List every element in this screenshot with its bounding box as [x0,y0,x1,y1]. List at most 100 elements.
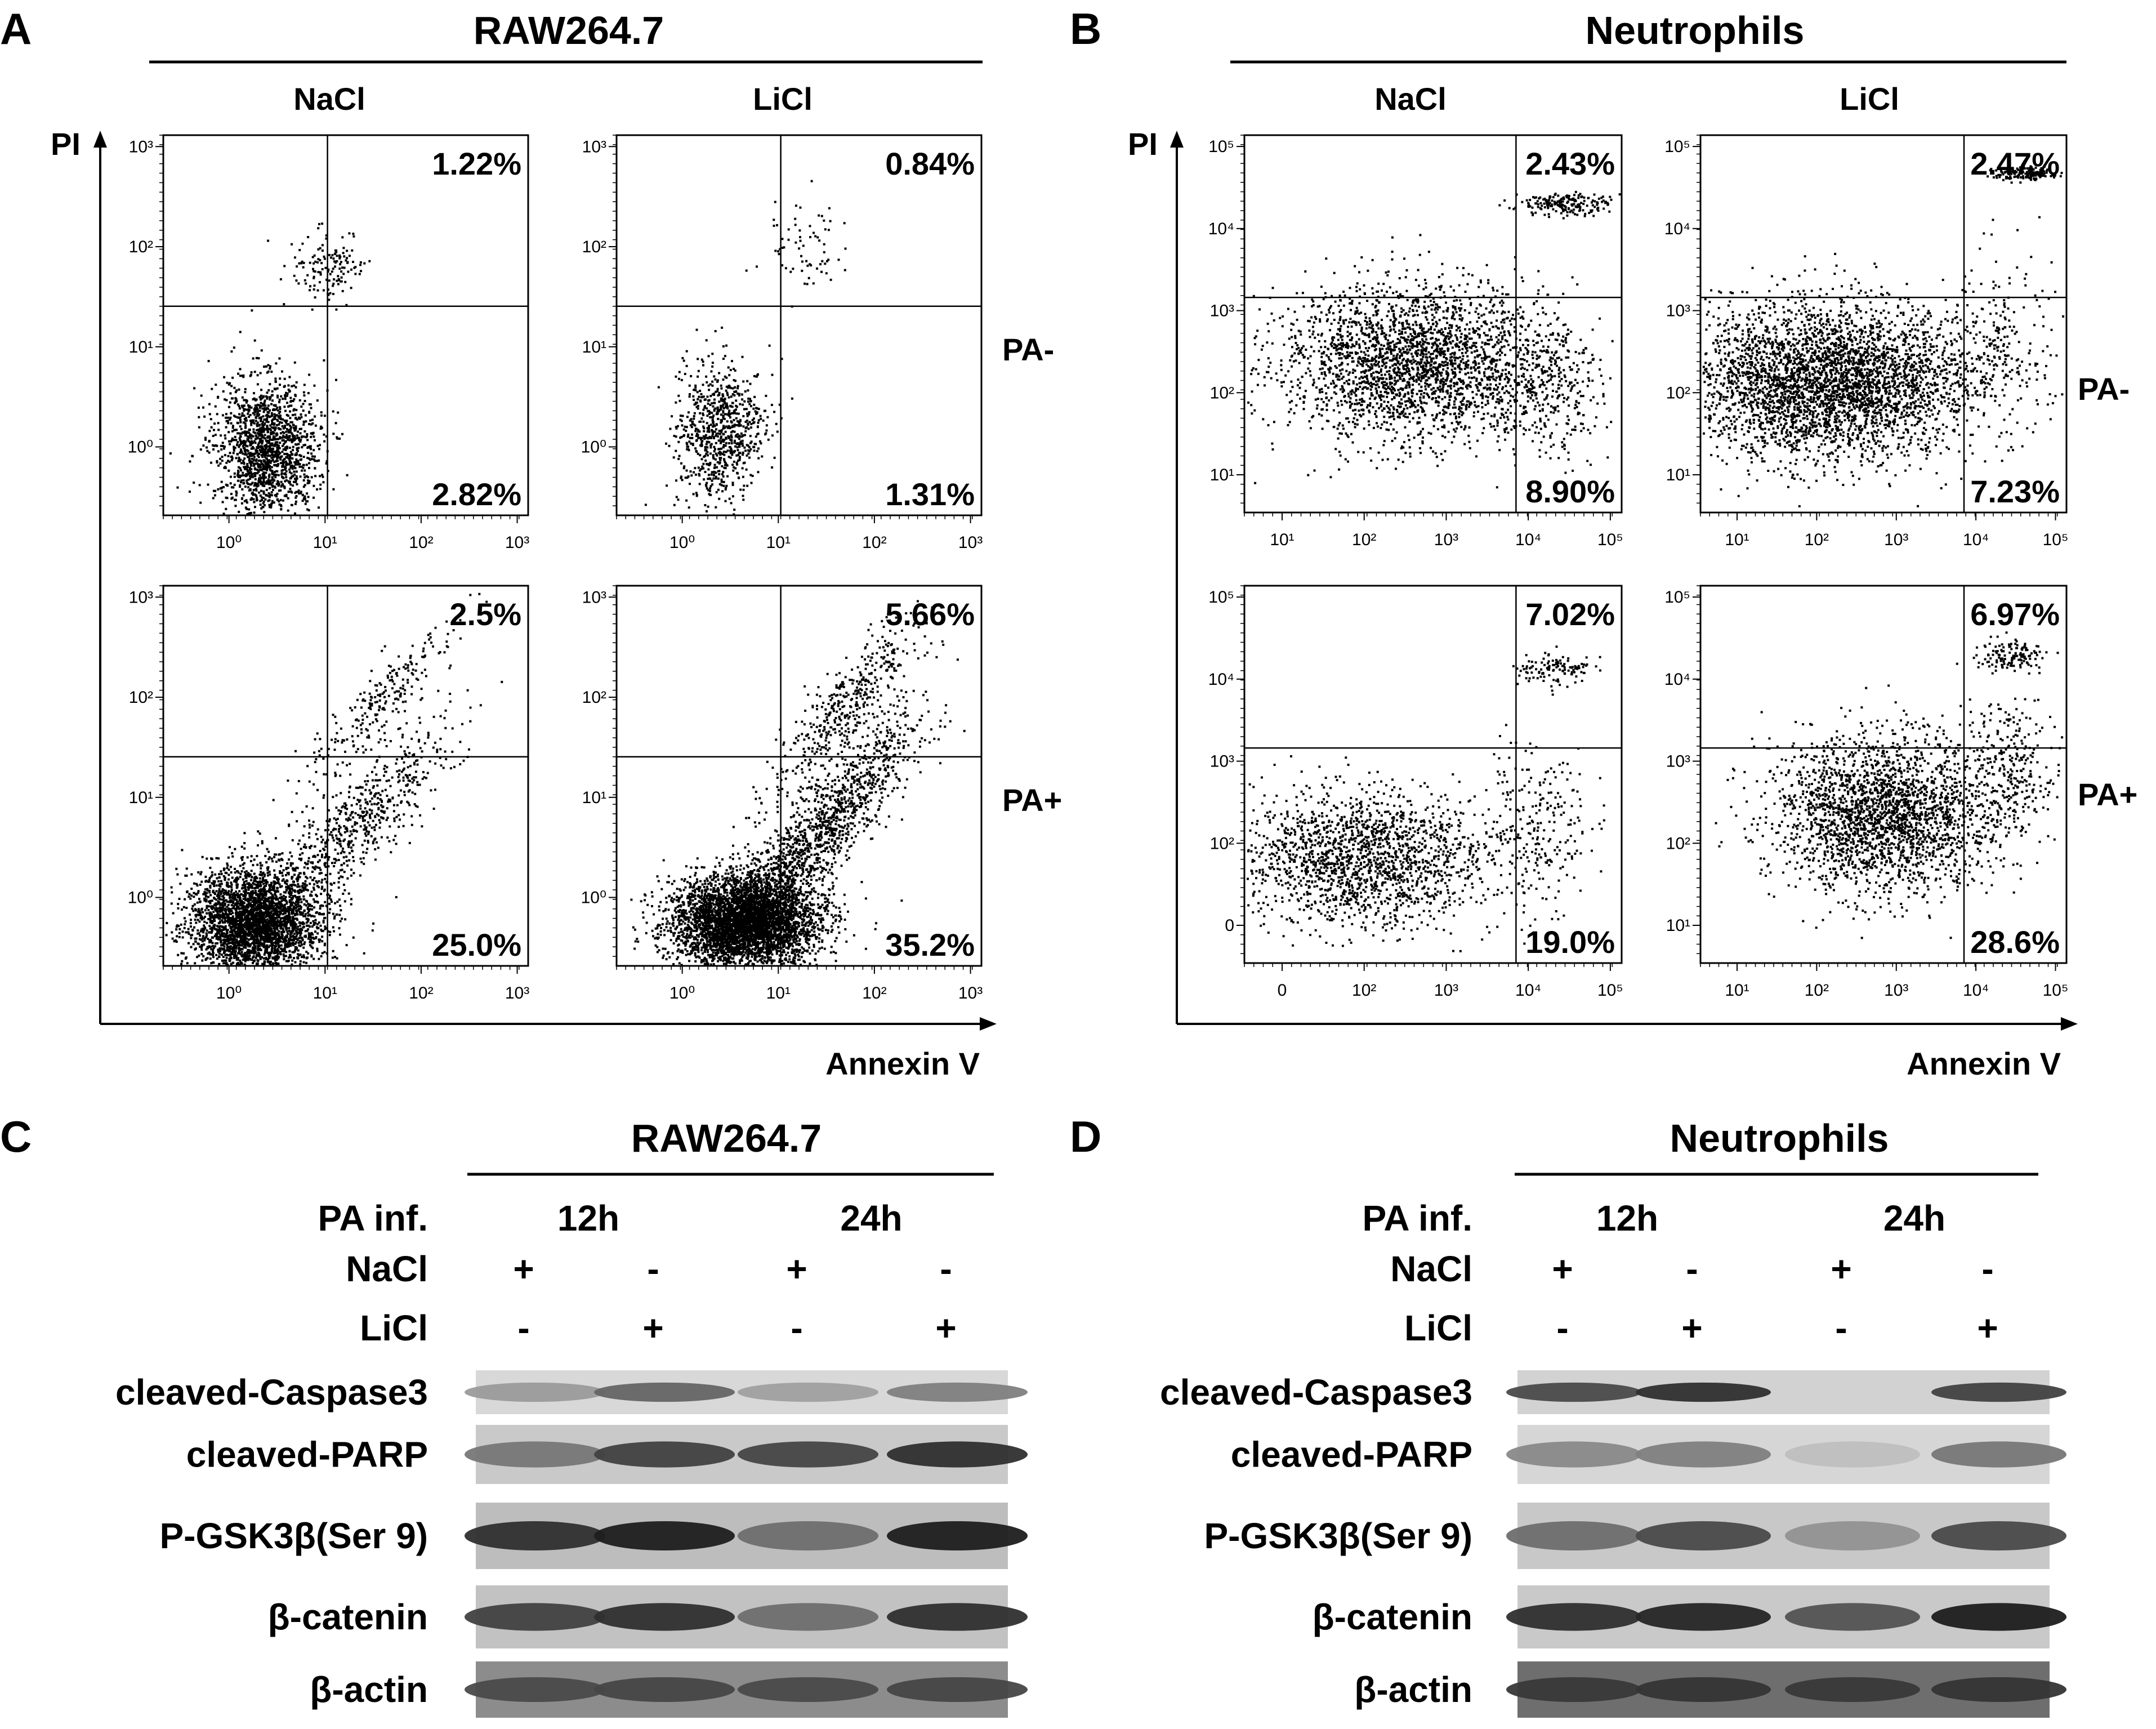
blot-band [887,1382,1028,1402]
x-tick-label: 10³ [505,984,529,1002]
blot-band [887,1441,1028,1468]
blot-band [465,1677,605,1702]
x-tick-label: 10¹ [1725,981,1749,1000]
quadrant-lower-right-value: 8.90% [1525,474,1615,509]
blot-band [1931,1603,2066,1631]
blot-band [738,1441,878,1468]
x-tick-label: 10⁴ [1963,531,1989,549]
quadrant-upper-right-value: 2.43% [1525,146,1615,181]
x-tick-label: 10² [1805,531,1829,549]
treatment-sign-C-0-0: + [513,1249,534,1289]
timepoint-C-0: 12h [557,1198,619,1238]
y-tick-label: 10¹ [129,788,153,807]
y-tick-label: 10¹ [582,338,606,357]
flow-plot-B-1: 2.47% 7.23% 10¹ 10¹ 10² 10² 10³ 10³ 10⁴ 10⁴ 10⁵ 10⁵ [1664,134,2069,549]
flow-plot-B-0: 2.43% 8.90% 10¹ 10¹ 10² 10² 10³ 10³ 10⁴ 10⁴ 10⁵ 10⁵ [1208,134,1623,549]
x-tick-label: 0 [1278,981,1287,1000]
treatment-sign-D-1-1: + [1681,1308,1702,1348]
panel-title-A: RAW264.7 [474,8,664,52]
panel-letter-A: A [0,4,32,54]
quadrant-lower-right-value: 25.0% [432,927,521,962]
y-tick-label: 10³ [1210,302,1234,320]
scatter-dots [630,600,966,966]
blot-label: P-GSK3β(Ser 9) [159,1516,428,1556]
y-axis-A-head [93,131,107,148]
y-tick-label: 10³ [1666,752,1690,771]
y-tick-label: 10² [1210,834,1234,853]
blot-band [1785,1521,1920,1550]
y-tick-label: 10⁴ [1208,670,1234,689]
x-tick-label: 10⁵ [1597,531,1623,549]
panel-letter-D: D [1070,1112,1101,1161]
x-tick-label: 10⁴ [1515,531,1541,549]
blot-band [465,1603,605,1631]
blot-band [594,1677,735,1702]
plot-frame [615,134,983,516]
x-axis-label-A: Annexin V [825,1046,980,1081]
treatment-sign-D-0-1: - [1686,1249,1698,1289]
blot-label: cleaved-PARP [1231,1434,1472,1475]
blot-label: β-actin [310,1669,428,1710]
flow-plot-A-1: 0.84% 1.31% 10⁰ 10⁰ 10¹ 10¹ 10² 10² 10³ 10³ [581,134,983,552]
scatter-dots [1702,165,2065,507]
y-tick-label: 10³ [1210,752,1234,771]
treatment-sign-C-1-3: + [935,1308,956,1348]
blot-band [887,1521,1028,1550]
blot-label: P-GSK3β(Ser 9) [1204,1516,1472,1556]
panel-D: D Neutrophils PA inf. 12h 24h NaCl + - + - LiCl - + -… [1070,1112,2066,1718]
treatment-sign-D-1-2: - [1835,1308,1847,1348]
blot-band [1636,1441,1771,1468]
x-tick-label: 10³ [958,533,983,552]
timepoint-D-1: 24h [1883,1198,1945,1238]
y-tick-label: 10² [129,238,153,256]
blot-band [1636,1603,1771,1631]
x-axis-B-head [2061,1017,2078,1031]
timepoint-D-0: 12h [1596,1198,1658,1238]
blot-band [1931,1677,2066,1702]
y-tick-label: 10⁰ [581,438,606,457]
blot-band [887,1603,1028,1631]
panel-C: C RAW264.7 PA inf. 12h 24h NaCl + - + - LiCl - + - + cl… [0,1112,1028,1718]
x-tick-label: 10³ [505,533,529,552]
treatment-sign-D-0-0: + [1552,1249,1573,1289]
y-tick-label: 10⁴ [1664,670,1690,689]
y-tick-label: 10¹ [129,338,153,357]
treatment-sign-D-1-3: + [1977,1308,1998,1348]
x-tick-label: 10² [862,533,886,552]
flow-plot-A-0: 1.22% 2.82% 10⁰ 10⁰ 10¹ 10¹ 10² 10² 10³ 10³ [128,134,529,552]
blot-D-0: cleaved-Caspase3 [1160,1370,2066,1414]
quadrant-upper-right-value: 2.5% [449,596,521,632]
x-tick-label: 10⁰ [669,984,695,1002]
flow-plot-A-2: 2.5% 25.0% 10⁰ 10⁰ 10¹ 10¹ 10² 10² 10³ 10³ [128,585,529,1002]
blot-D-3: β-catenin [1313,1585,2066,1648]
row-label-B-1: PA+ [2078,777,2137,812]
y-tick-label: 10⁵ [1664,137,1690,156]
blot-D-4: β-actin [1354,1661,2066,1718]
treatment-sign-C-1-0: - [517,1308,529,1348]
treatment-sign-C-0-2: + [786,1249,807,1289]
x-axis-label-B: Annexin V [1907,1046,2061,1081]
panel-title-D: Neutrophils [1670,1116,1889,1160]
blot-label: β-catenin [1313,1597,1472,1637]
y-tick-label: 10⁵ [1664,588,1690,607]
quadrant-lower-right-value: 1.31% [885,476,975,512]
y-tick-label: 10³ [1666,302,1690,320]
blot-band [738,1677,878,1702]
scatter-dots [644,180,847,516]
panel-title-B: Neutrophils [1586,8,1805,52]
blot-band [1931,1521,2066,1550]
y-tick-label: 10¹ [1666,916,1690,935]
x-tick-label: 10³ [1884,981,1908,1000]
blot-band [1931,1382,2066,1402]
treatment-label-D-1: LiCl [1404,1308,1472,1348]
plot-frame [1699,585,2068,964]
quadrant-upper-right-value: 1.22% [432,146,521,181]
flow-plot-A-3: 5.66% 35.2% 10⁰ 10⁰ 10¹ 10¹ 10² 10² 10³ 10³ [581,585,983,1002]
row-label-A-1: PA+ [1002,782,1062,818]
blot-label: cleaved-PARP [186,1434,428,1475]
x-tick-label: 10⁵ [2043,531,2069,549]
y-tick-label: 10² [1666,384,1690,402]
quadrant-lower-right-value: 35.2% [885,927,975,962]
blot-C-4: β-actin [310,1661,1028,1718]
x-tick-label: 10² [409,984,433,1002]
